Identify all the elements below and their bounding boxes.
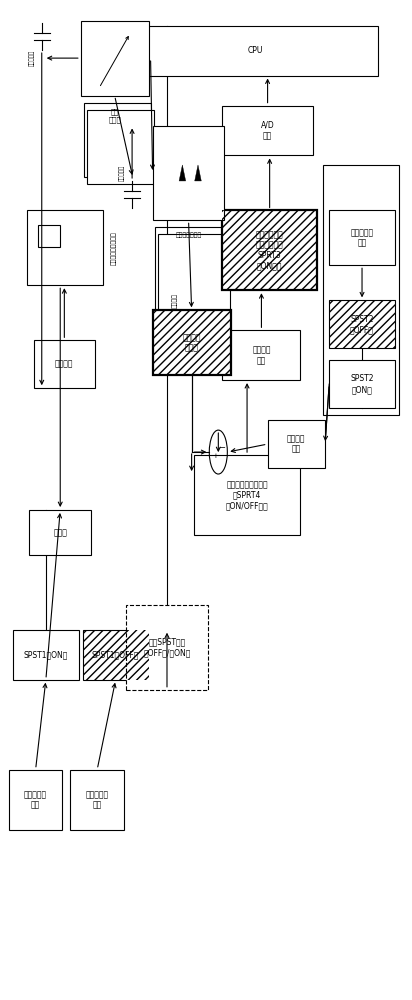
Bar: [155, 227, 227, 322]
Bar: [9, 770, 62, 830]
Bar: [70, 770, 124, 830]
Text: SPST1（OFF）: SPST1（OFF）: [92, 650, 139, 659]
Bar: [29, 510, 91, 555]
Text: 电流转换为电压（内
有SPRT4
（ON/OFF））: 电流转换为电压（内 有SPRT4 （ON/OFF））: [226, 480, 269, 510]
Bar: [33, 340, 95, 388]
Bar: [267, 420, 325, 468]
Text: 积分放大
电路: 积分放大 电路: [252, 346, 271, 365]
Bar: [329, 210, 395, 265]
Bar: [126, 605, 208, 690]
Text: 驱动器: 驱动器: [53, 528, 67, 537]
Bar: [13, 630, 79, 680]
Text: 精密参考
电容: 精密参考 电容: [287, 434, 306, 454]
Text: CPU: CPU: [248, 46, 263, 55]
Bar: [83, 630, 148, 680]
Text: 油位
传感器: 油位 传感器: [108, 108, 121, 123]
Text: 多通道采
集控制: 多通道采 集控制: [183, 333, 201, 352]
Text: 采集端保护电路: 采集端保护电路: [176, 233, 202, 238]
Bar: [194, 455, 300, 535]
Text: 第三基准电
压源: 第三基准电 压源: [351, 228, 374, 248]
Text: SPST2
（ON）: SPST2 （ON）: [350, 374, 374, 394]
Bar: [329, 360, 395, 408]
Bar: [152, 310, 231, 375]
Bar: [132, 26, 379, 76]
Text: 第一基准电
压源: 第一基准电 压源: [24, 790, 47, 809]
Text: 所有SPST开关
（OFF）/（ON）: 所有SPST开关 （OFF）/（ON）: [143, 638, 191, 657]
Bar: [222, 210, 317, 290]
Text: 保护电路: 保护电路: [55, 360, 74, 369]
Polygon shape: [195, 165, 201, 181]
Bar: [222, 330, 300, 380]
Text: 频率输出: 频率输出: [172, 293, 178, 308]
Bar: [87, 110, 154, 184]
Bar: [323, 165, 399, 415]
Text: +: +: [213, 453, 218, 459]
Bar: [84, 103, 151, 177]
Text: SPST1（ON）: SPST1（ON）: [23, 650, 68, 659]
Text: 激励端抑制电缆电路: 激励端抑制电缆电路: [111, 231, 117, 265]
Bar: [27, 210, 103, 285]
Text: 后分布电容: 后分布电容: [119, 165, 124, 181]
Bar: [152, 126, 225, 220]
Text: SPST2
（OFF）: SPST2 （OFF）: [350, 315, 374, 334]
Bar: [83, 630, 148, 680]
Text: 第二基准电
压源: 第二基准电 压源: [86, 790, 109, 809]
Bar: [222, 106, 313, 155]
Text: A/D
采集: A/D 采集: [261, 121, 274, 140]
Text: 采样保持和滤
波电路（内有
SPRT3
（ON））: 采样保持和滤 波电路（内有 SPRT3 （ON））: [256, 230, 283, 270]
Bar: [329, 300, 395, 348]
Bar: [81, 21, 148, 96]
Text: 前分布电容: 前分布电容: [29, 50, 34, 66]
Polygon shape: [179, 165, 186, 181]
Bar: [152, 310, 231, 375]
Bar: [329, 300, 395, 348]
Bar: [158, 234, 230, 329]
Bar: [222, 210, 317, 290]
Text: −: −: [218, 444, 225, 453]
Bar: [37, 225, 60, 247]
